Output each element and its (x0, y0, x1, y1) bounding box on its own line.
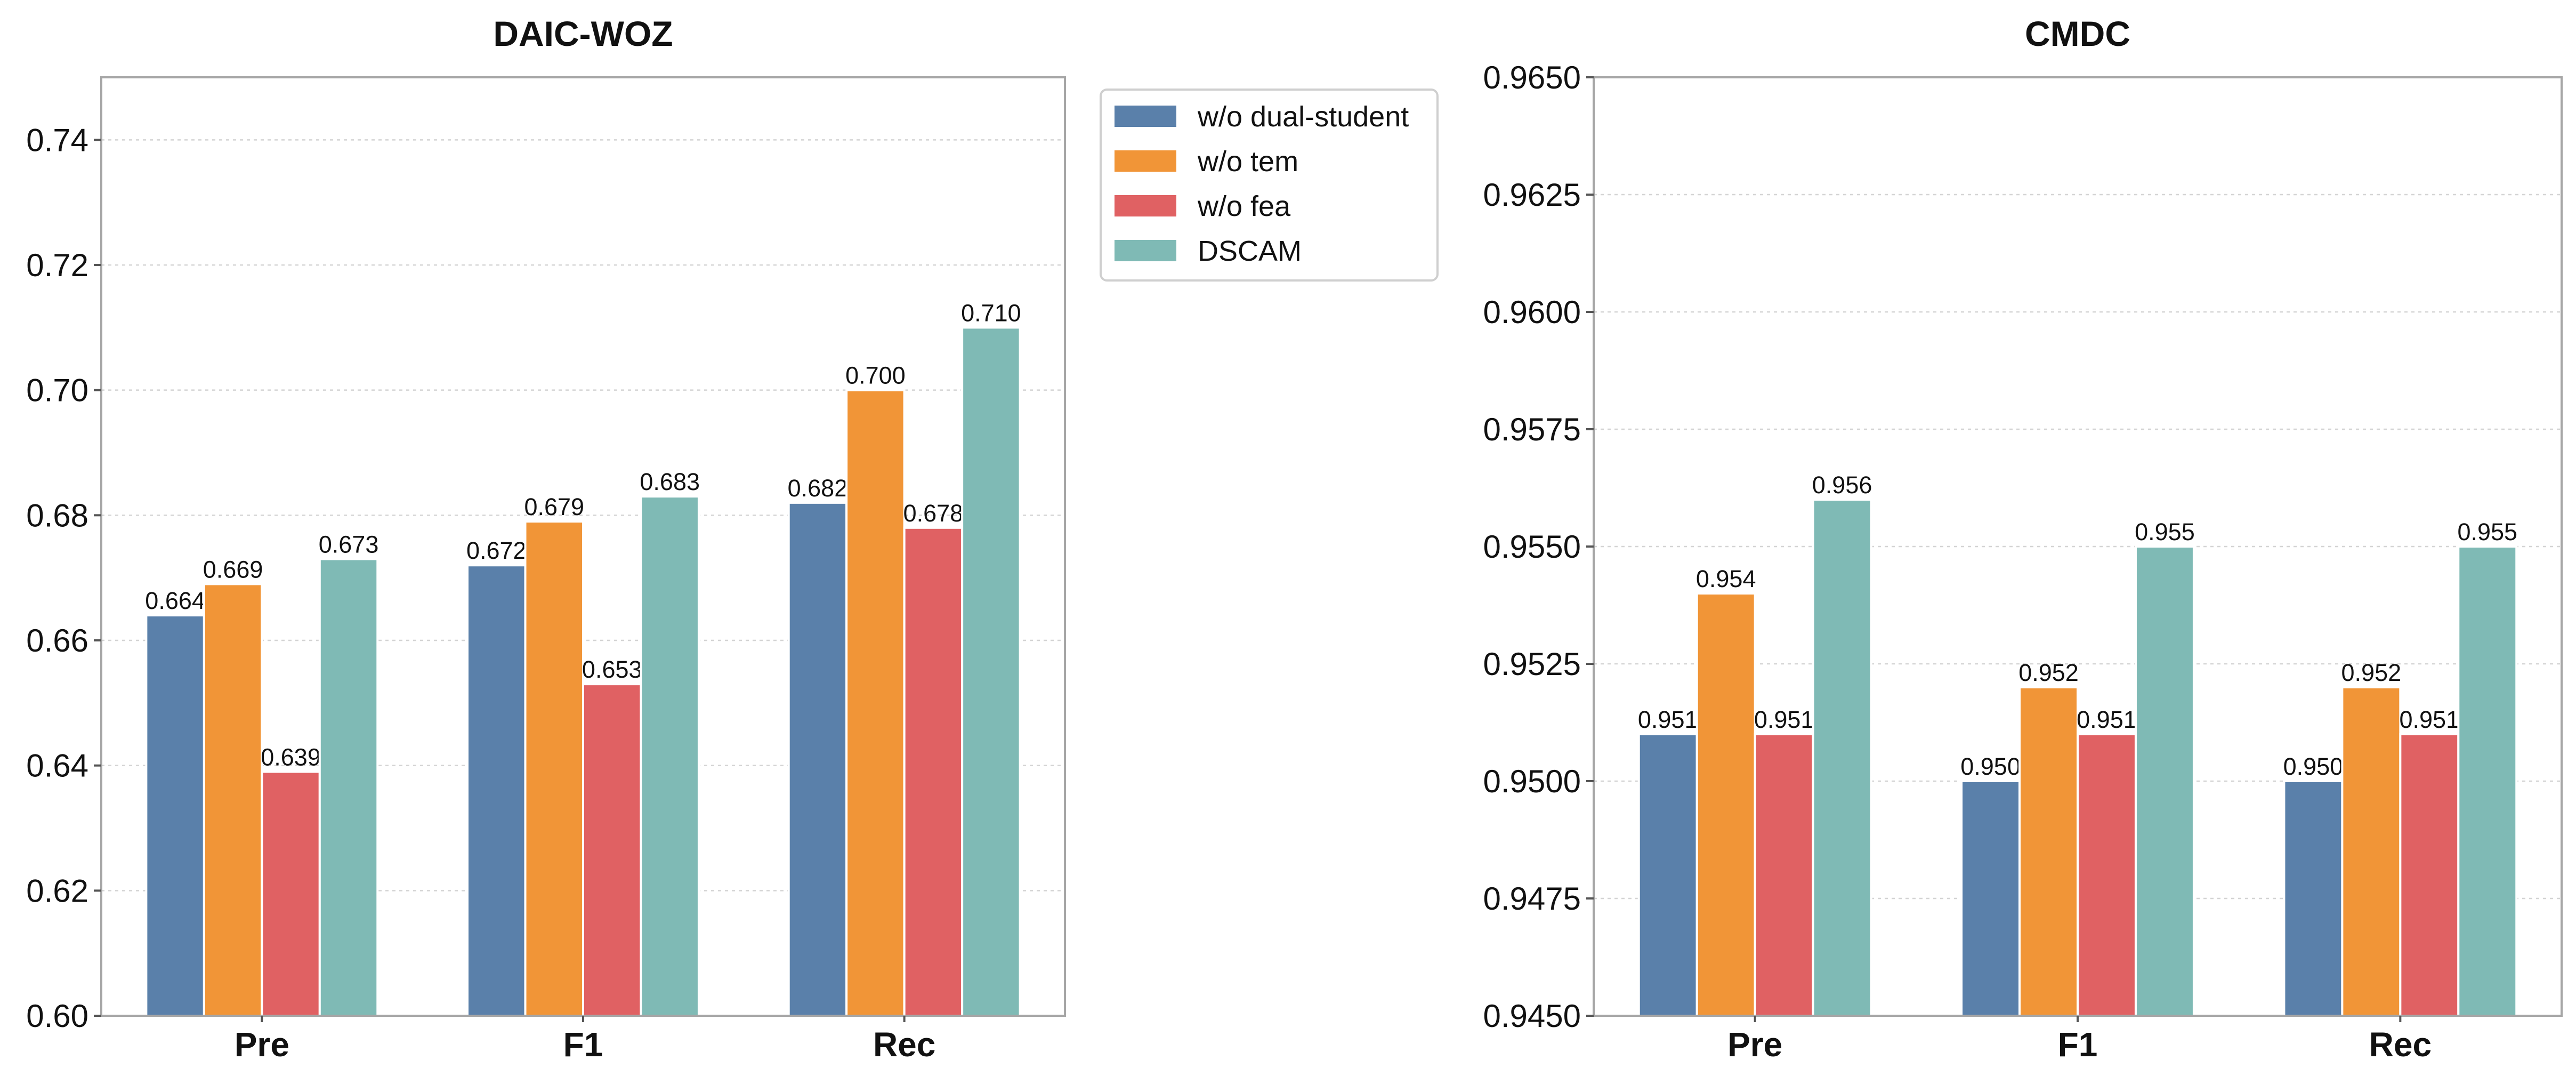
bar-w-o-fea-f1 (582, 683, 642, 1017)
legend-label-w-o-tem: w/o tem (1197, 146, 1298, 178)
y-tick-label: 0.9650 (1483, 60, 1581, 95)
bar-dscam-rec (2457, 545, 2518, 1017)
bar-dscam-pre (1812, 499, 1872, 1017)
x-tick-label-rec: Rec (2369, 1025, 2432, 1064)
bar-w-o-dual-student-pre (145, 614, 205, 1017)
bar-w-o-fea-rec (903, 526, 964, 1017)
bar-w-o-dual-student-rec (787, 501, 848, 1017)
y-tick-label: 0.9450 (1483, 998, 1581, 1034)
data-label: 0.951 (1754, 706, 1814, 733)
y-tick-label: 0.66 (26, 623, 88, 659)
data-label: 0.954 (1696, 565, 1756, 592)
x-tick-label-f1: F1 (2058, 1025, 2098, 1064)
bar-w-o-tem-rec (2341, 686, 2402, 1017)
data-label: 0.952 (2341, 659, 2402, 686)
chart-title: DAIC-WOZ (493, 14, 673, 53)
bar-w-o-fea-f1 (2077, 733, 2137, 1017)
data-label: 0.683 (640, 468, 700, 495)
x-tick-label-rec: Rec (873, 1025, 935, 1064)
legend-swatch-w-o-tem (1115, 150, 1176, 172)
bar-w-o-tem-rec (845, 389, 906, 1017)
data-label: 0.951 (2077, 706, 2137, 733)
data-label: 0.673 (319, 531, 379, 558)
bar-w-o-dual-student-f1 (1960, 780, 2021, 1017)
data-label: 0.639 (261, 743, 321, 770)
legend: w/o dual-student w/o tem w/o fea DSCAM (1100, 89, 1439, 282)
data-label: 0.950 (1960, 753, 2021, 780)
x-tick-label-f1: F1 (563, 1025, 603, 1064)
data-label: 0.950 (2283, 753, 2344, 780)
bar-w-o-fea-rec (2399, 733, 2460, 1017)
bar-w-o-tem-f1 (2018, 686, 2079, 1017)
data-label: 0.951 (1638, 706, 1698, 733)
data-label: 0.678 (903, 500, 964, 527)
bar-dscam-f1 (640, 495, 700, 1017)
legend-box (1100, 89, 1439, 282)
bar-w-o-dual-student-pre (1637, 733, 1698, 1017)
y-tick-label: 0.60 (26, 998, 88, 1034)
legend-swatch-w-o-fea (1115, 195, 1176, 216)
data-label: 0.679 (524, 493, 584, 520)
bar-w-o-fea-pre (1754, 733, 1814, 1017)
x-tick-label-pre: Pre (1727, 1025, 1782, 1064)
bar-w-o-dual-student-rec (2283, 780, 2344, 1017)
bar-dscam-f1 (2134, 545, 2195, 1017)
y-tick-label: 0.9550 (1483, 529, 1581, 565)
bar-dscam-rec (961, 326, 1021, 1017)
legend-label-w-o-dual-student: w/o dual-student (1197, 101, 1409, 133)
y-tick-label: 0.64 (26, 748, 88, 784)
legend-swatch-w-o-dual-student (1115, 106, 1176, 127)
bar-w-o-tem-pre (1695, 592, 1756, 1017)
y-tick-label: 0.74 (26, 122, 88, 158)
data-label: 0.951 (2400, 706, 2460, 733)
legend-label-dscam: DSCAM (1198, 235, 1302, 267)
y-tick-label: 0.9625 (1483, 177, 1581, 213)
legend-swatch-dscam (1115, 240, 1176, 261)
data-label: 0.672 (466, 537, 527, 564)
bar-w-o-tem-f1 (524, 520, 585, 1017)
chart-cmdc: 0.951 0.950 0.950 0.954 0.952 0.952 0.951 0.951… (1483, 14, 2563, 1064)
y-tick-label: 0.62 (26, 873, 88, 909)
data-label: 0.955 (2135, 518, 2195, 545)
data-label: 0.664 (145, 587, 205, 614)
y-tick-label: 0.9500 (1483, 764, 1581, 799)
data-label: 0.952 (2018, 659, 2079, 686)
data-label: 0.682 (788, 475, 848, 502)
data-label: 0.955 (2457, 518, 2517, 545)
data-label: 0.700 (845, 362, 906, 389)
bar-w-o-tem-pre (203, 583, 263, 1017)
y-tick-label: 0.72 (26, 247, 88, 283)
data-label: 0.710 (961, 299, 1021, 326)
x-tick-label-pre: Pre (235, 1025, 289, 1064)
legend-label-w-o-fea: w/o fea (1197, 190, 1291, 222)
bar-w-o-dual-student-f1 (466, 564, 527, 1017)
y-tick-label: 0.9600 (1483, 294, 1581, 330)
bar-dscam-pre (318, 558, 379, 1017)
data-label: 0.956 (1812, 471, 1872, 499)
chart-daic-woz: 0.664 0.672 0.682 0.669 0.679 0.700 0.639 0.653… (26, 14, 1066, 1064)
data-label: 0.653 (582, 656, 642, 683)
y-tick-label: 0.68 (26, 497, 88, 533)
chart-title: CMDC (2025, 14, 2130, 53)
y-tick-label: 0.70 (26, 373, 88, 408)
y-tick-label: 0.9475 (1483, 881, 1581, 917)
data-label: 0.669 (203, 556, 263, 583)
y-tick-label: 0.9575 (1483, 412, 1581, 447)
bar-w-o-fea-pre (261, 770, 321, 1017)
y-tick-label: 0.9525 (1483, 646, 1581, 682)
